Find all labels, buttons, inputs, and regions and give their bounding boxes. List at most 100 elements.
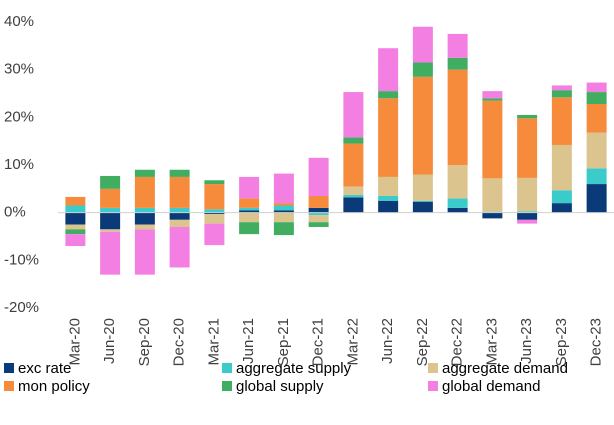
bar-segment xyxy=(100,231,121,275)
bar-segment xyxy=(65,234,86,247)
bar-segment xyxy=(412,201,433,213)
legend-label: global demand xyxy=(442,378,540,395)
legend-swatch xyxy=(4,363,14,373)
legend-swatch xyxy=(4,381,14,391)
bar-segment xyxy=(169,176,190,208)
bar-segment xyxy=(134,212,155,225)
bar-segment xyxy=(447,33,468,58)
bar-segment xyxy=(586,103,607,133)
bar-segment xyxy=(308,222,329,227)
bar-segment xyxy=(100,188,121,208)
x-tick-label: Dec-22 xyxy=(449,318,466,366)
bar-segment xyxy=(239,198,260,208)
y-tick-label: 40% xyxy=(4,13,34,30)
bar-segment xyxy=(134,229,155,275)
bar-segment xyxy=(378,176,399,196)
bar-segment xyxy=(308,195,329,208)
bar-segment xyxy=(551,85,572,91)
bar-segment xyxy=(239,212,260,223)
legend-label: exc rate xyxy=(18,360,71,377)
bar-segment xyxy=(308,207,329,213)
bar-segment xyxy=(551,90,572,98)
bar-segment xyxy=(551,97,572,145)
bar-segment xyxy=(273,203,294,206)
bar-segment xyxy=(308,157,329,196)
bar-segment xyxy=(204,223,225,246)
x-tick-label: Jun-20 xyxy=(101,318,118,364)
bar-segment xyxy=(134,169,155,177)
y-tick-label: -10% xyxy=(4,251,39,268)
x-tick-label: Mar-20 xyxy=(66,318,83,366)
x-tick-label: Mar-21 xyxy=(205,318,222,366)
x-tick-label: Sep-23 xyxy=(553,318,570,366)
bar-segment xyxy=(412,174,433,201)
bar-segment xyxy=(204,184,225,210)
bar-segment xyxy=(65,196,86,206)
bar-segment xyxy=(65,205,86,213)
bar-segment xyxy=(586,168,607,185)
x-tick-label: Dec-20 xyxy=(171,318,188,366)
bar-segment xyxy=(482,98,503,101)
bar-segment xyxy=(378,91,399,99)
bar-segment xyxy=(412,200,433,202)
x-tick-label: Jun-21 xyxy=(240,318,257,364)
bar-segment xyxy=(412,76,433,175)
bar-segment xyxy=(308,215,329,223)
bar-segment xyxy=(273,222,294,236)
legend-swatch xyxy=(222,381,232,391)
bar-segment xyxy=(169,219,190,227)
bar-segment xyxy=(134,224,155,230)
bar-segment xyxy=(239,176,260,199)
bar-segment xyxy=(517,212,538,220)
bar-segment xyxy=(343,186,364,196)
legend-label: aggregate supply xyxy=(236,360,352,377)
bar-segment xyxy=(517,219,538,224)
bar-segment xyxy=(551,190,572,204)
x-tick-label: Sep-20 xyxy=(136,318,153,366)
bar-segment xyxy=(239,222,260,235)
bar-segment xyxy=(378,98,399,177)
bar-segment xyxy=(65,229,86,235)
x-tick-label: Mar-23 xyxy=(483,318,500,366)
bar-segment xyxy=(239,207,260,211)
bar-segment xyxy=(343,197,364,213)
legend-label: mon policy xyxy=(18,378,90,395)
bar-segment xyxy=(586,82,607,93)
bar-segment xyxy=(482,178,503,212)
bar-segment xyxy=(100,229,121,232)
bar-segment xyxy=(134,176,155,208)
legend-swatch xyxy=(428,363,438,373)
bar-segment xyxy=(169,169,190,177)
legend-label: global supply xyxy=(236,378,324,395)
bar-segment xyxy=(343,143,364,187)
bar-segment xyxy=(447,198,468,208)
bar-segment xyxy=(482,91,503,99)
bar-segment xyxy=(308,212,329,216)
bar-segment xyxy=(65,212,86,225)
bar-segment xyxy=(169,226,190,268)
y-tick-label: -20% xyxy=(4,299,39,316)
bar-segment xyxy=(517,118,538,178)
bar-segment xyxy=(204,180,225,185)
legend-swatch xyxy=(428,381,438,391)
bar-segment xyxy=(204,214,225,224)
bar-segment xyxy=(273,212,294,223)
x-tick-label: Jun-23 xyxy=(518,318,535,364)
y-tick-label: 10% xyxy=(4,156,34,173)
bar-segment xyxy=(482,100,503,179)
bar-segment xyxy=(343,195,364,198)
bar-segment xyxy=(447,69,468,165)
bar-segment xyxy=(169,212,190,220)
bar-segment xyxy=(169,207,190,213)
bar-segment xyxy=(447,207,468,213)
bar-segment xyxy=(378,195,399,201)
bar-segment xyxy=(239,210,260,213)
bar-segment xyxy=(586,92,607,104)
bar-segment xyxy=(482,212,503,219)
bar-segment xyxy=(586,184,607,213)
bar-segment xyxy=(204,212,225,215)
bar-segment xyxy=(204,209,225,213)
bar-segment xyxy=(100,175,121,189)
bar-segment xyxy=(134,207,155,213)
